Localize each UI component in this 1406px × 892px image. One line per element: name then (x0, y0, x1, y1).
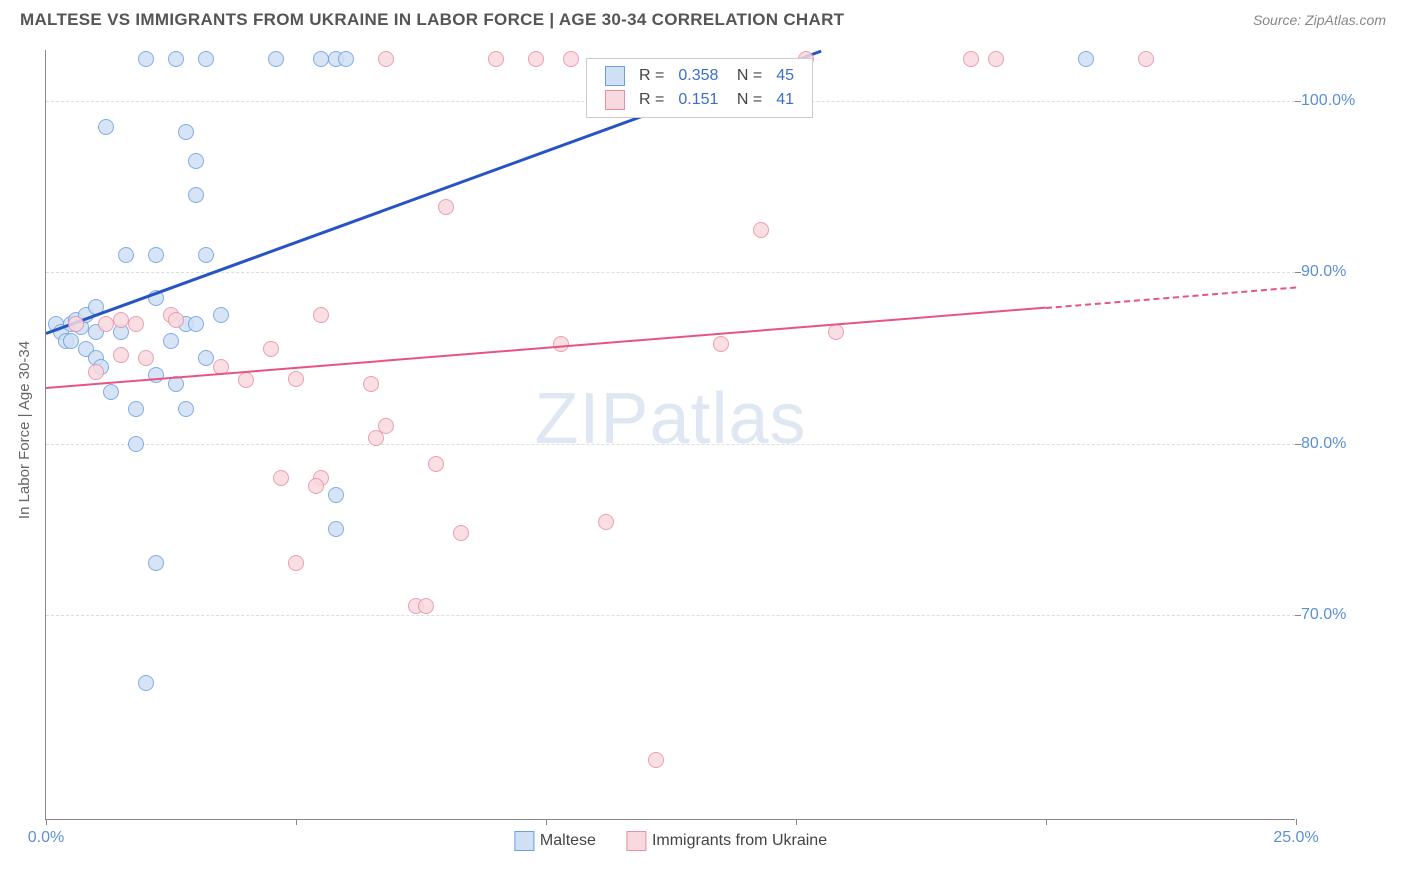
x-tick-label: 0.0% (28, 829, 64, 847)
data-point (178, 401, 194, 417)
data-point (128, 401, 144, 417)
data-point (528, 51, 544, 67)
data-point (988, 51, 1004, 67)
data-point (963, 51, 979, 67)
data-point (288, 371, 304, 387)
data-point (378, 51, 394, 67)
watermark-bold: ZIP (534, 379, 649, 459)
x-tick-label: 25.0% (1273, 829, 1318, 847)
data-point (138, 350, 154, 366)
data-point (238, 372, 254, 388)
series-legend: Maltese Immigrants from Ukraine (514, 831, 827, 851)
data-point (213, 307, 229, 323)
data-point (828, 324, 844, 340)
data-point (453, 525, 469, 541)
data-point (138, 675, 154, 691)
data-point (188, 187, 204, 203)
data-point (753, 222, 769, 238)
data-point (713, 336, 729, 352)
data-point (118, 247, 134, 263)
data-point (438, 199, 454, 215)
correlation-legend: R =0.358 N =45R =0.151 N =41 (586, 58, 813, 118)
data-point (198, 350, 214, 366)
data-point (188, 153, 204, 169)
data-point (313, 51, 329, 67)
data-point (198, 51, 214, 67)
scatter-chart: ZIPatlas 70.0%80.0%90.0%100.0%0.0%25.0%R… (45, 50, 1295, 820)
data-point (113, 312, 129, 328)
x-tick-mark (1046, 819, 1047, 825)
data-point (148, 555, 164, 571)
data-point (148, 367, 164, 383)
data-point (598, 514, 614, 530)
data-point (88, 364, 104, 380)
data-point (288, 555, 304, 571)
y-tick-label: 80.0% (1301, 435, 1381, 453)
data-point (1138, 51, 1154, 67)
data-point (648, 752, 664, 768)
data-point (418, 598, 434, 614)
x-tick-mark (546, 819, 547, 825)
data-point (378, 418, 394, 434)
data-point (563, 51, 579, 67)
x-tick-mark (46, 819, 47, 825)
gridline-h (46, 615, 1295, 616)
x-tick-mark (296, 819, 297, 825)
gridline-h (46, 272, 1295, 273)
data-point (363, 376, 379, 392)
watermark: ZIPatlas (534, 378, 806, 460)
data-point (308, 478, 324, 494)
legend-item: Immigrants from Ukraine (626, 831, 827, 851)
data-point (268, 51, 284, 67)
data-point (1078, 51, 1094, 67)
x-tick-mark (796, 819, 797, 825)
data-point (263, 341, 279, 357)
data-point (63, 333, 79, 349)
data-point (328, 487, 344, 503)
source-label: Source: ZipAtlas.com (1253, 12, 1386, 28)
data-point (168, 51, 184, 67)
data-point (313, 307, 329, 323)
data-point (113, 347, 129, 363)
data-point (273, 470, 289, 486)
data-point (103, 384, 119, 400)
data-point (68, 316, 84, 332)
legend-item: Maltese (514, 831, 596, 851)
data-point (428, 456, 444, 472)
data-point (488, 51, 504, 67)
data-point (163, 333, 179, 349)
y-tick-label: 70.0% (1301, 606, 1381, 624)
y-axis-label: In Labor Force | Age 30-34 (16, 341, 33, 519)
data-point (198, 247, 214, 263)
data-point (138, 51, 154, 67)
data-point (148, 247, 164, 263)
trend-line (1046, 286, 1296, 309)
gridline-h (46, 444, 1295, 445)
data-point (128, 436, 144, 452)
data-point (128, 316, 144, 332)
x-tick-mark (1296, 819, 1297, 825)
data-point (168, 312, 184, 328)
data-point (328, 521, 344, 537)
data-point (188, 316, 204, 332)
data-point (98, 119, 114, 135)
data-point (98, 316, 114, 332)
chart-title: MALTESE VS IMMIGRANTS FROM UKRAINE IN LA… (20, 10, 844, 30)
watermark-thin: atlas (649, 379, 806, 459)
y-tick-label: 90.0% (1301, 263, 1381, 281)
data-point (338, 51, 354, 67)
data-point (178, 124, 194, 140)
y-tick-label: 100.0% (1301, 92, 1381, 110)
